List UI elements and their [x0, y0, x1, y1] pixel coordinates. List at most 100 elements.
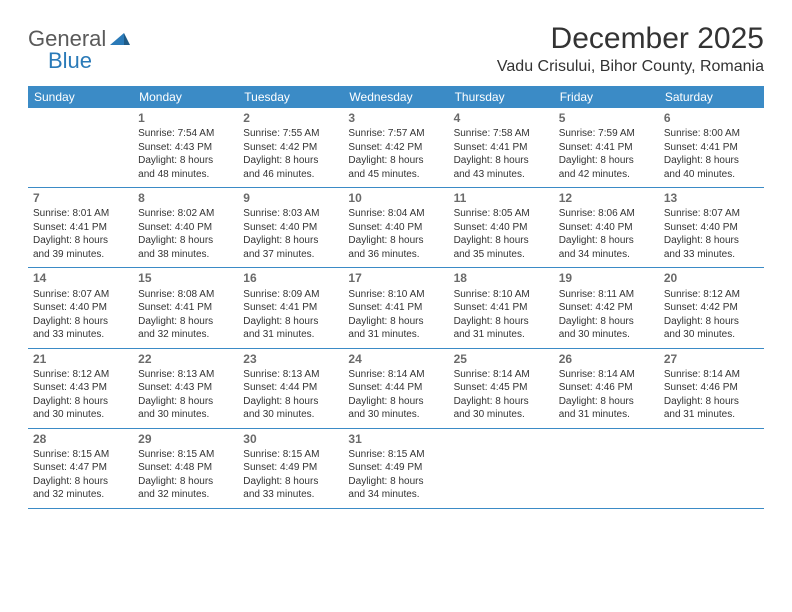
- dow-cell: Thursday: [449, 86, 554, 108]
- day-number: 13: [664, 190, 759, 206]
- daylight-text: and 33 minutes.: [664, 248, 759, 262]
- daylight-text: Daylight: 8 hours: [348, 395, 443, 409]
- sunset-text: Sunset: 4:40 PM: [454, 221, 549, 235]
- sunrise-text: Sunrise: 8:05 AM: [454, 207, 549, 221]
- daylight-text: Daylight: 8 hours: [559, 234, 654, 248]
- daylight-text: and 30 minutes.: [559, 328, 654, 342]
- daylight-text: and 38 minutes.: [138, 248, 233, 262]
- sunrise-text: Sunrise: 8:15 AM: [348, 448, 443, 462]
- day-of-week-header: SundayMondayTuesdayWednesdayThursdayFrid…: [28, 86, 764, 108]
- page-header: General Blue December 2025 Vadu Crisului…: [28, 22, 764, 76]
- daylight-text: Daylight: 8 hours: [138, 395, 233, 409]
- sunset-text: Sunset: 4:40 PM: [664, 221, 759, 235]
- sunrise-text: Sunrise: 8:15 AM: [33, 448, 128, 462]
- sunset-text: Sunset: 4:42 PM: [348, 141, 443, 155]
- daylight-text: and 34 minutes.: [348, 488, 443, 502]
- daylight-text: Daylight: 8 hours: [348, 234, 443, 248]
- daylight-text: and 36 minutes.: [348, 248, 443, 262]
- day-number: 25: [454, 351, 549, 367]
- daylight-text: Daylight: 8 hours: [664, 234, 759, 248]
- day-number: 11: [454, 190, 549, 206]
- day-number: 21: [33, 351, 128, 367]
- day-cell: 12Sunrise: 8:06 AMSunset: 4:40 PMDayligh…: [554, 188, 659, 267]
- daylight-text: and 30 minutes.: [348, 408, 443, 422]
- daylight-text: and 31 minutes.: [243, 328, 338, 342]
- day-number: 14: [33, 270, 128, 286]
- day-number: 23: [243, 351, 338, 367]
- day-cell: 15Sunrise: 8:08 AMSunset: 4:41 PMDayligh…: [133, 268, 238, 347]
- sunset-text: Sunset: 4:41 PM: [559, 141, 654, 155]
- week-row: 21Sunrise: 8:12 AMSunset: 4:43 PMDayligh…: [28, 349, 764, 429]
- daylight-text: Daylight: 8 hours: [664, 154, 759, 168]
- sunrise-text: Sunrise: 8:00 AM: [664, 127, 759, 141]
- day-cell: 3Sunrise: 7:57 AMSunset: 4:42 PMDaylight…: [343, 108, 448, 187]
- sunset-text: Sunset: 4:44 PM: [243, 381, 338, 395]
- day-number: 9: [243, 190, 338, 206]
- day-cell: 25Sunrise: 8:14 AMSunset: 4:45 PMDayligh…: [449, 349, 554, 428]
- sunrise-text: Sunrise: 8:12 AM: [33, 368, 128, 382]
- day-cell: 4Sunrise: 7:58 AMSunset: 4:41 PMDaylight…: [449, 108, 554, 187]
- day-cell: 11Sunrise: 8:05 AMSunset: 4:40 PMDayligh…: [449, 188, 554, 267]
- daylight-text: Daylight: 8 hours: [454, 234, 549, 248]
- day-cell: 26Sunrise: 8:14 AMSunset: 4:46 PMDayligh…: [554, 349, 659, 428]
- day-cell: 28Sunrise: 8:15 AMSunset: 4:47 PMDayligh…: [28, 429, 133, 508]
- daylight-text: and 31 minutes.: [348, 328, 443, 342]
- calendar-table: SundayMondayTuesdayWednesdayThursdayFrid…: [28, 86, 764, 509]
- dow-cell: Sunday: [28, 86, 133, 108]
- title-block: December 2025 Vadu Crisului, Bihor Count…: [497, 22, 764, 76]
- day-number: 16: [243, 270, 338, 286]
- daylight-text: and 33 minutes.: [243, 488, 338, 502]
- daylight-text: and 31 minutes.: [559, 408, 654, 422]
- daylight-text: Daylight: 8 hours: [138, 234, 233, 248]
- daylight-text: Daylight: 8 hours: [559, 154, 654, 168]
- sunset-text: Sunset: 4:41 PM: [138, 301, 233, 315]
- daylight-text: Daylight: 8 hours: [664, 315, 759, 329]
- daylight-text: and 39 minutes.: [33, 248, 128, 262]
- day-cell: 21Sunrise: 8:12 AMSunset: 4:43 PMDayligh…: [28, 349, 133, 428]
- daylight-text: and 30 minutes.: [33, 408, 128, 422]
- sunset-text: Sunset: 4:49 PM: [348, 461, 443, 475]
- day-number: 1: [138, 110, 233, 126]
- empty-cell: [659, 429, 764, 508]
- logo-mark-icon: [110, 29, 130, 50]
- month-title: December 2025: [497, 22, 764, 56]
- sunrise-text: Sunrise: 8:13 AM: [243, 368, 338, 382]
- sunrise-text: Sunrise: 8:15 AM: [138, 448, 233, 462]
- daylight-text: and 30 minutes.: [138, 408, 233, 422]
- sunset-text: Sunset: 4:41 PM: [348, 301, 443, 315]
- day-cell: 23Sunrise: 8:13 AMSunset: 4:44 PMDayligh…: [238, 349, 343, 428]
- sunrise-text: Sunrise: 8:10 AM: [454, 288, 549, 302]
- sunrise-text: Sunrise: 8:12 AM: [664, 288, 759, 302]
- daylight-text: and 43 minutes.: [454, 168, 549, 182]
- day-number: 12: [559, 190, 654, 206]
- sunrise-text: Sunrise: 8:11 AM: [559, 288, 654, 302]
- empty-cell: [449, 429, 554, 508]
- day-cell: 19Sunrise: 8:11 AMSunset: 4:42 PMDayligh…: [554, 268, 659, 347]
- daylight-text: Daylight: 8 hours: [348, 315, 443, 329]
- daylight-text: and 32 minutes.: [33, 488, 128, 502]
- empty-cell: [554, 429, 659, 508]
- daylight-text: and 46 minutes.: [243, 168, 338, 182]
- daylight-text: and 48 minutes.: [138, 168, 233, 182]
- day-number: 18: [454, 270, 549, 286]
- sunrise-text: Sunrise: 7:57 AM: [348, 127, 443, 141]
- dow-cell: Wednesday: [343, 86, 448, 108]
- daylight-text: Daylight: 8 hours: [243, 315, 338, 329]
- sunrise-text: Sunrise: 7:58 AM: [454, 127, 549, 141]
- day-number: 17: [348, 270, 443, 286]
- day-number: 29: [138, 431, 233, 447]
- day-cell: 20Sunrise: 8:12 AMSunset: 4:42 PMDayligh…: [659, 268, 764, 347]
- day-cell: 22Sunrise: 8:13 AMSunset: 4:43 PMDayligh…: [133, 349, 238, 428]
- day-number: 24: [348, 351, 443, 367]
- daylight-text: Daylight: 8 hours: [348, 475, 443, 489]
- logo-text-blue: Blue: [48, 48, 92, 74]
- sunrise-text: Sunrise: 8:06 AM: [559, 207, 654, 221]
- daylight-text: Daylight: 8 hours: [559, 315, 654, 329]
- daylight-text: Daylight: 8 hours: [138, 315, 233, 329]
- sunrise-text: Sunrise: 8:08 AM: [138, 288, 233, 302]
- day-cell: 27Sunrise: 8:14 AMSunset: 4:46 PMDayligh…: [659, 349, 764, 428]
- day-number: 27: [664, 351, 759, 367]
- sunset-text: Sunset: 4:44 PM: [348, 381, 443, 395]
- daylight-text: Daylight: 8 hours: [559, 395, 654, 409]
- sunset-text: Sunset: 4:41 PM: [33, 221, 128, 235]
